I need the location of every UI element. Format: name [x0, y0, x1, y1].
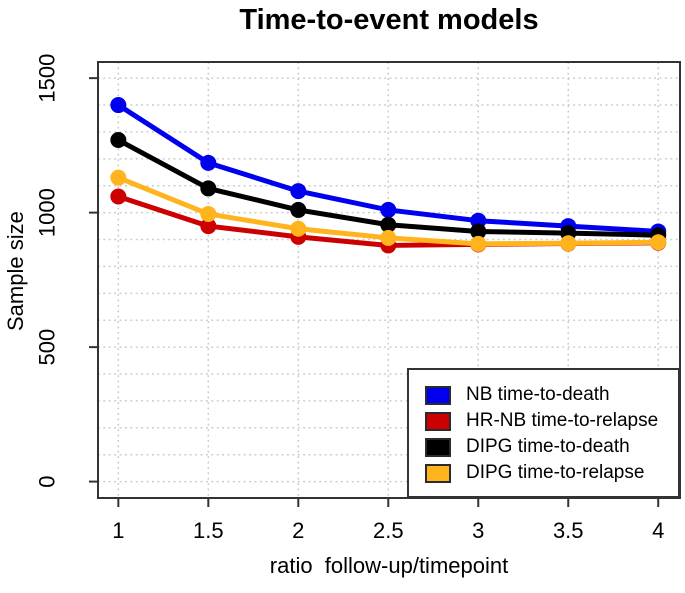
series-point [560, 235, 577, 252]
series-point [110, 97, 127, 114]
series-point [200, 180, 217, 197]
series-point [200, 218, 217, 235]
series-point [290, 183, 307, 200]
legend-item: HR-NB time-to-relapse [409, 408, 678, 434]
x-tick-label: 1.5 [193, 518, 224, 543]
series-point [290, 220, 307, 237]
series-point [380, 229, 397, 246]
legend-swatch-orange [425, 463, 451, 483]
y-axis-label: Sample size [3, 211, 28, 331]
legend-item: DIPG time-to-death [409, 434, 678, 460]
legend-swatch-blue [425, 385, 451, 405]
legend: NB time-to-death HR-NB time-to-relapse D… [407, 368, 680, 498]
legend-item: NB time-to-death [409, 382, 678, 408]
series-point [470, 235, 487, 252]
series-point [380, 201, 397, 218]
legend-label: NB time-to-death [466, 384, 610, 405]
x-axis-label: ratio follow-up/timepoint [269, 553, 509, 578]
series-point [200, 154, 217, 171]
plot-border [97, 61, 681, 499]
x-tick-label: 2 [292, 518, 304, 543]
chart-title: Time-to-event models [239, 4, 539, 36]
series-point [200, 205, 217, 222]
x-tick-label: 4 [652, 518, 664, 543]
series-point [290, 201, 307, 218]
series-point [380, 216, 397, 233]
legend-label: HR-NB time-to-relapse [466, 410, 659, 431]
series-point [110, 169, 127, 186]
y-tick-label: 1000 [35, 188, 60, 237]
series-point [470, 223, 487, 240]
y-tick-label: 1500 [35, 54, 60, 103]
y-tick-label: 0 [35, 475, 60, 487]
series-point [650, 234, 667, 251]
y-tick-label: 500 [35, 329, 60, 366]
legend-item: DIPG time-to-relapse [409, 460, 678, 486]
x-tick-label: 3.5 [553, 518, 584, 543]
legend-swatch-red [425, 411, 451, 431]
x-tick-label: 1 [112, 518, 124, 543]
x-tick-label: 2.5 [373, 518, 404, 543]
series-point [110, 188, 127, 205]
legend-swatch-black [425, 437, 451, 457]
series-point [110, 132, 127, 149]
legend-label: DIPG time-to-death [466, 436, 630, 457]
legend-label: DIPG time-to-relapse [466, 462, 645, 483]
x-tick-label: 3 [472, 518, 484, 543]
